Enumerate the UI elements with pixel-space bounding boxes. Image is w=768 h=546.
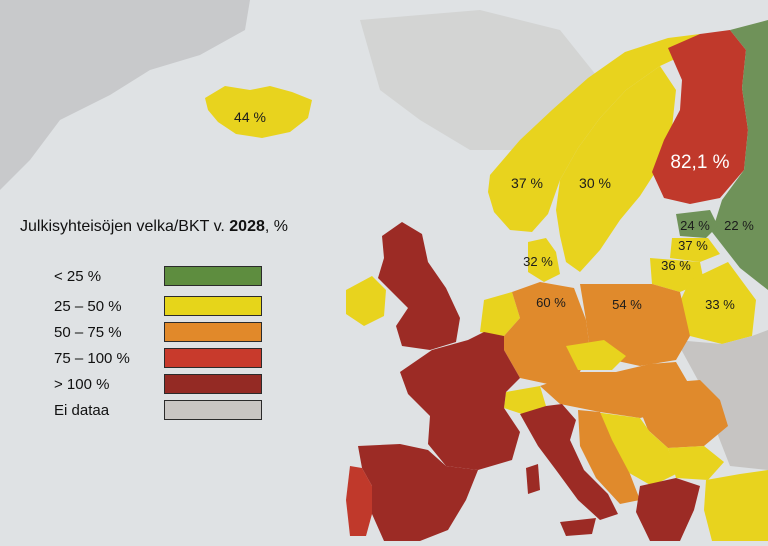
region-sardinia	[526, 464, 540, 494]
region-norway	[488, 34, 700, 232]
region-iceland	[205, 86, 312, 138]
legend-label: 25 – 50 %	[54, 298, 122, 315]
legend-swatch	[164, 296, 262, 316]
region-czechia	[566, 340, 626, 370]
legend-label: < 25 %	[54, 268, 102, 285]
legend-label: > 100 %	[54, 376, 110, 393]
legend-item: > 100 %	[54, 374, 274, 396]
label-estonia: 24 %	[680, 218, 710, 233]
legend-item: < 25 %	[54, 266, 274, 288]
legend-title-prefix: Julkisyhteisöjen velka/BKT v.	[20, 218, 230, 235]
region-benelux	[480, 292, 520, 336]
region-belarus	[676, 262, 756, 344]
legend-swatch	[164, 374, 262, 394]
region-france	[400, 332, 520, 470]
legend-item: 25 – 50 %	[54, 296, 274, 318]
region-latvia	[670, 238, 720, 262]
label-germany: 60 %	[536, 295, 566, 310]
legend-swatch	[164, 400, 262, 420]
region-italy	[520, 404, 618, 520]
region-finland	[652, 30, 748, 204]
region-greenland	[0, 0, 250, 190]
label-finland: 82,1 %	[670, 152, 729, 173]
region-spain	[358, 444, 478, 541]
legend-label: 75 – 100 %	[54, 350, 130, 367]
label-sweden: 30 %	[579, 175, 611, 191]
label-iceland: 44 %	[234, 109, 266, 125]
region-germany	[504, 282, 590, 384]
legend-label: 50 – 75 %	[54, 324, 122, 341]
region-balkans-orange	[578, 410, 640, 504]
region-faded-land	[360, 10, 600, 150]
label-lithuania: 36 %	[661, 258, 691, 273]
legend-item: Ei dataa	[54, 400, 274, 422]
region-switzerland	[504, 386, 546, 414]
region-romania	[640, 380, 728, 448]
legend-label: Ei dataa	[54, 402, 110, 419]
region-balkans	[594, 412, 676, 486]
region-ukraine	[676, 330, 768, 470]
legend-swatch	[164, 322, 262, 342]
legend-item: 50 – 75 %	[54, 322, 274, 344]
label-latvia: 37 %	[678, 238, 708, 253]
label-norway: 37 %	[511, 175, 543, 191]
region-portugal	[346, 466, 372, 536]
region-bulgaria	[668, 446, 724, 480]
label-denmark: 32 %	[523, 254, 553, 269]
legend-item: 75 – 100 %	[54, 348, 274, 370]
label-poland: 54 %	[612, 297, 642, 312]
label-belarus: 33 %	[705, 297, 735, 312]
region-russia	[712, 20, 768, 290]
region-uk	[378, 222, 460, 350]
label-russia: 22 %	[724, 218, 754, 233]
legend-title-year: 2028	[229, 218, 265, 235]
legend-title: Julkisyhteisöjen velka/BKT v. 2028, %	[20, 218, 288, 236]
region-sweden	[556, 66, 676, 272]
region-sicily	[560, 518, 596, 536]
legend-title-suffix: , %	[264, 218, 288, 235]
region-turkey	[704, 470, 768, 541]
region-estonia	[676, 210, 718, 238]
region-denmark	[528, 238, 560, 282]
legend-swatch	[164, 348, 262, 368]
legend-swatch	[164, 266, 262, 286]
region-ireland	[346, 276, 386, 326]
region-greece	[636, 478, 700, 541]
